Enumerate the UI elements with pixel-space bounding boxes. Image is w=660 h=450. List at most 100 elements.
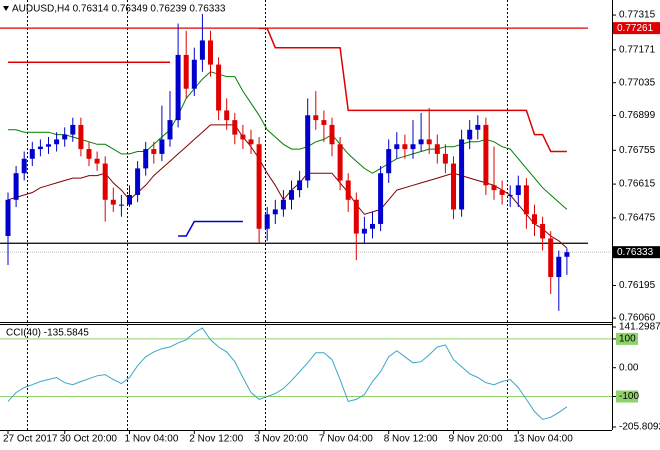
indicator-line <box>7 327 568 420</box>
y-tick-label: 0.76060 <box>619 313 656 324</box>
y-tick-label: 0.76755 <box>619 145 656 156</box>
candle-body <box>353 199 359 234</box>
candle-body <box>167 120 173 140</box>
candle-body <box>13 173 19 200</box>
candle-body <box>29 149 35 159</box>
current-price-box <box>613 246 660 259</box>
indicator-title: CCI(40) -135.5845 <box>6 328 89 339</box>
candle-body <box>540 223 546 239</box>
candle-body <box>305 115 311 181</box>
y-tick-label: 0.76615 <box>619 179 656 190</box>
candle-body <box>564 252 570 257</box>
candle-body <box>127 194 132 205</box>
candle-body <box>248 139 254 145</box>
candle-body <box>515 185 521 195</box>
candle-body <box>256 144 262 229</box>
candle-body <box>459 139 465 210</box>
candle-body <box>62 134 68 140</box>
y-tick-label: 0.76899 <box>619 110 656 121</box>
y-tick-label: 0.76195 <box>619 280 656 291</box>
candle-body <box>183 54 189 89</box>
x-tick-label: 8 Nov 12:00 <box>384 434 438 445</box>
candle-body <box>199 40 205 60</box>
candle-body <box>46 144 51 147</box>
y-tick-label: 0.77171 <box>619 44 656 55</box>
x-tick-label: 2 Nov 12:00 <box>189 434 243 445</box>
y-tick-label: 0.77035 <box>619 77 656 88</box>
candle-body <box>345 180 351 200</box>
current-price-label: 0.76333 <box>617 247 654 258</box>
level-label-box <box>616 332 638 345</box>
candle-body <box>289 190 294 200</box>
x-tick-label: 30 Oct 20:00 <box>60 434 118 445</box>
candle-body <box>21 158 27 174</box>
y-tick-label: 141.2987 <box>619 322 660 333</box>
candle-body <box>467 129 473 140</box>
candle-body <box>264 214 270 229</box>
candle-body <box>135 168 141 195</box>
candle-body <box>426 139 432 145</box>
x-tick-label: 9 Nov 20:00 <box>449 434 503 445</box>
candle-body <box>86 149 92 159</box>
candle-body <box>483 124 489 186</box>
candle-body <box>94 158 100 164</box>
candle-body <box>143 149 149 169</box>
y-tick-label: 0.77315 <box>619 10 656 21</box>
level-label-box <box>616 390 638 403</box>
candle-body <box>499 190 505 195</box>
candle-body <box>280 199 286 210</box>
x-tick-label: 27 Oct 2017 <box>3 434 58 445</box>
overlay-line <box>8 71 568 210</box>
candle-body <box>70 124 76 135</box>
candle-body <box>386 149 392 174</box>
chart-title: AUDUSD,H4 0.76314 0.76349 0.76239 0.7633… <box>12 4 226 15</box>
candle-body <box>394 144 400 150</box>
candle-body <box>102 163 108 200</box>
candle-body <box>5 199 11 237</box>
y-tick-label: 100 <box>619 334 636 345</box>
y-tick-label: 0.76475 <box>619 213 656 224</box>
candle-body <box>216 64 222 111</box>
candle-body <box>118 204 124 206</box>
candle-body <box>378 173 384 224</box>
candle-body <box>337 144 343 181</box>
candle-body <box>78 124 84 150</box>
candle-body <box>548 238 554 278</box>
candle-body <box>442 153 448 164</box>
candle-body <box>37 146 43 150</box>
candle-body <box>321 120 327 125</box>
candle-body <box>451 163 456 210</box>
y-tick-label: 0.00 <box>619 362 639 373</box>
candle-body <box>418 139 424 145</box>
candle-body <box>361 228 367 234</box>
candle-body <box>110 199 116 205</box>
candle-body <box>191 59 197 89</box>
candle-body <box>507 194 513 196</box>
candle-body <box>370 223 375 229</box>
overlay-line <box>8 27 567 153</box>
x-tick-label: 3 Nov 20:00 <box>254 434 308 445</box>
candle-body <box>208 40 213 65</box>
candle-body <box>475 124 481 130</box>
price-label: 0.77261 <box>617 23 654 34</box>
candle-body <box>240 134 246 140</box>
candle-body <box>224 110 230 121</box>
candle-body <box>434 144 440 154</box>
price-label-box <box>613 22 660 35</box>
overlay-line <box>7 124 568 249</box>
candle-body <box>54 139 60 145</box>
y-tick-label: -100 <box>619 391 639 402</box>
candle-body <box>313 115 319 121</box>
candle-body <box>232 120 238 135</box>
candle-body <box>329 124 335 145</box>
candle-body <box>272 209 278 215</box>
overlay-line <box>178 220 243 237</box>
candle-body <box>410 144 416 150</box>
y-tick-label: -205.8092 <box>619 422 660 433</box>
candle-body <box>556 256 562 278</box>
symbol-icon <box>3 6 9 11</box>
x-tick-label: 7 Nov 04:00 <box>319 434 373 445</box>
candle-body <box>159 139 165 154</box>
